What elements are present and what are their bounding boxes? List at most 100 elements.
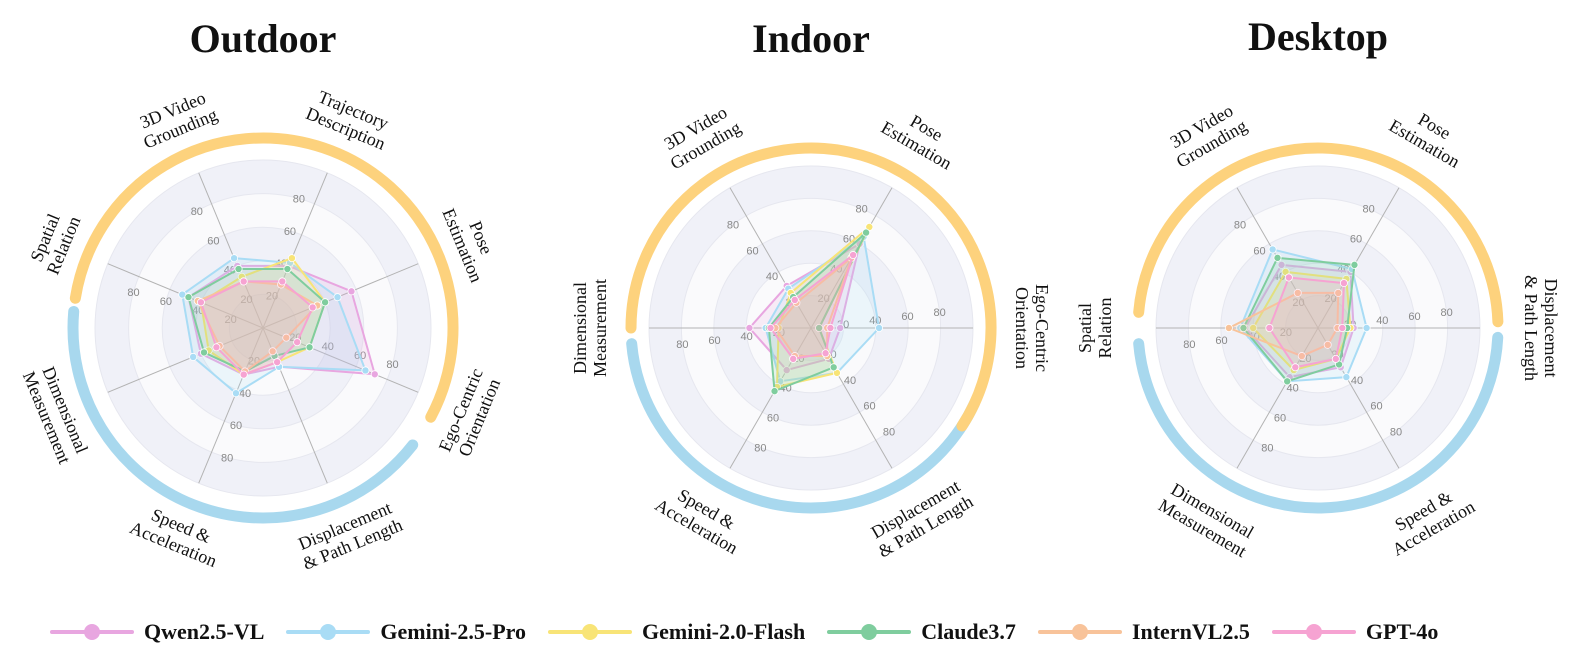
data-point — [1339, 279, 1348, 288]
data-point — [1293, 288, 1302, 297]
data-point — [745, 323, 754, 332]
data-point — [230, 254, 239, 263]
data-point — [849, 251, 858, 260]
axis-label: DimensionalMeasurement — [570, 279, 610, 377]
tick-label: 20 — [224, 314, 236, 326]
data-point — [1338, 323, 1347, 332]
data-point — [1224, 323, 1233, 332]
legend: Qwen2.5-VL Gemini-2.5-Pro Gemini-2.0-Flash… — [50, 610, 1550, 654]
data-point — [273, 358, 282, 367]
data-point — [200, 348, 209, 357]
radar-panel-indoor: Indoor2040608020406080204060802040608020… — [570, 16, 1052, 561]
tick-label: 80 — [934, 307, 946, 319]
category-arc — [626, 338, 980, 514]
tick-label: 40 — [1287, 383, 1299, 395]
tick-label: 60 — [1370, 401, 1382, 413]
tick-label: 60 — [1350, 234, 1362, 246]
tick-label: 20 — [818, 293, 830, 305]
tick-label: 80 — [727, 219, 739, 231]
data-point — [212, 343, 221, 352]
tick-label: 80 — [221, 453, 233, 465]
data-point — [293, 338, 302, 347]
data-point — [770, 387, 779, 396]
data-point — [282, 333, 291, 342]
tick-label: 60 — [901, 311, 913, 323]
axis-label: Ego-CentricOrientation — [1012, 284, 1052, 372]
data-point — [1249, 323, 1258, 332]
tick-label: 40 — [766, 271, 778, 283]
data-point — [333, 293, 342, 302]
legend-swatch — [286, 622, 371, 642]
data-point — [1277, 260, 1286, 269]
data-point — [321, 298, 330, 307]
data-point — [239, 370, 248, 379]
data-point — [829, 363, 838, 372]
data-point — [862, 228, 871, 237]
data-point — [826, 323, 835, 332]
data-point — [1284, 273, 1293, 282]
data-point — [1323, 340, 1332, 349]
tick-label: 60 — [746, 245, 758, 257]
data-point — [1265, 323, 1274, 332]
legend-label: Gemini-2.5-Pro — [380, 619, 527, 644]
legend-item: Gemini-2.0-Flash — [548, 619, 805, 645]
category-arc — [1133, 331, 1504, 514]
tick-label: 60 — [160, 296, 172, 308]
tick-label: 80 — [1261, 442, 1273, 454]
axis-spoke — [729, 327, 812, 469]
tick-label: 20 — [240, 294, 252, 306]
radar-panel-outdoor: Outdoor204060802040608020406080204060802… — [19, 16, 504, 574]
axis-label: SpatialRelation — [24, 206, 84, 278]
legend-label: Claude3.7 — [921, 619, 1016, 644]
tick-label: 80 — [191, 206, 203, 218]
grid-ring-line — [128, 193, 398, 463]
data-point — [239, 277, 248, 286]
tick-label: 80 — [1390, 427, 1402, 439]
radar-panel-desktop: Desktop204060802040608020406080204060802… — [1075, 14, 1561, 561]
tick-label: 60 — [230, 420, 242, 432]
tick-label: 40 — [844, 375, 856, 387]
tick-label: 60 — [767, 412, 779, 424]
tick-label: 40 — [239, 388, 251, 400]
data-point — [234, 265, 243, 274]
tick-label: 80 — [883, 427, 895, 439]
panel-title: Indoor — [752, 16, 870, 61]
legend-swatch — [1037, 622, 1122, 642]
axis-label: 3D VideoGrounding — [1163, 98, 1251, 172]
axis-spoke — [262, 172, 328, 329]
data-point — [1268, 245, 1277, 254]
data-point — [370, 370, 379, 379]
legend-item: InternVL2.5 — [1037, 619, 1250, 645]
data-point — [1291, 363, 1300, 372]
tick-label: 40 — [1376, 315, 1388, 327]
data-point — [782, 366, 791, 375]
tick-label: 60 — [1253, 245, 1265, 257]
data-point — [1283, 377, 1292, 386]
axis-spoke — [1317, 327, 1400, 469]
tick-label: 60 — [207, 235, 219, 247]
data-point — [189, 352, 198, 361]
tick-label: 20 — [1280, 327, 1292, 339]
legend-swatch — [1271, 622, 1356, 642]
data-point — [1273, 253, 1282, 262]
data-point — [268, 347, 277, 356]
axis-label: Displacement& Path Length — [865, 474, 977, 562]
data-point — [308, 303, 317, 312]
data-point — [196, 298, 205, 307]
legend-item: GPT-4o — [1271, 619, 1438, 645]
tick-label: 80 — [293, 193, 305, 205]
tick-label: 40 — [741, 331, 753, 343]
data-point — [1331, 354, 1340, 363]
axis-label: SpatialRelation — [1075, 298, 1115, 359]
tick-label: 40 — [1351, 375, 1363, 387]
data-point — [283, 265, 292, 274]
data-point — [766, 323, 775, 332]
data-point — [836, 323, 845, 332]
axis-spoke — [1236, 327, 1319, 469]
grid-ring-line — [94, 159, 432, 497]
category-arc — [67, 305, 419, 524]
data-point — [815, 323, 824, 332]
tick-label: 60 — [1215, 335, 1227, 347]
legend-item: Qwen2.5-VL — [50, 619, 264, 645]
panel-title: Outdoor — [190, 16, 337, 61]
